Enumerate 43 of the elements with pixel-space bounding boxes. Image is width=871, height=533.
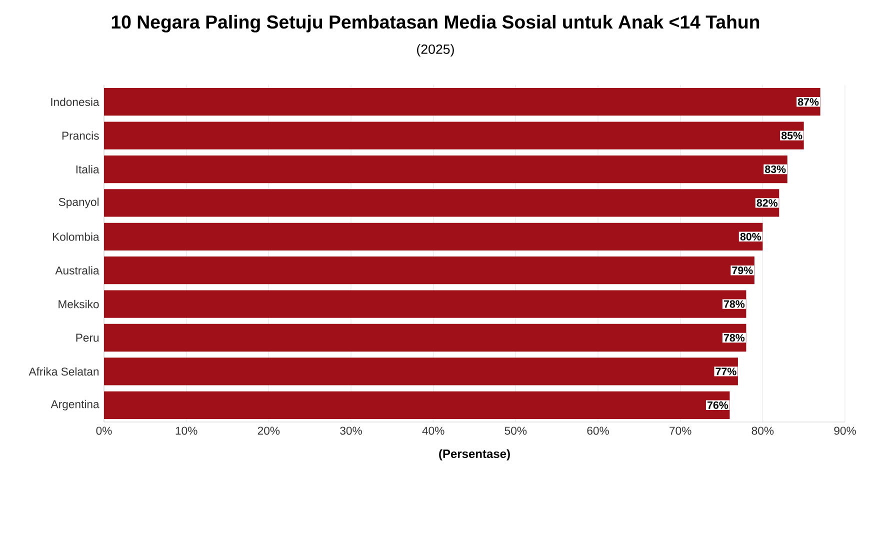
bar <box>104 189 780 217</box>
x-tick-label: 10% <box>176 426 198 435</box>
bar <box>104 122 804 150</box>
x-tick-label: 60% <box>587 426 609 435</box>
data-label: 77% <box>716 368 736 376</box>
x-tick-label: 30% <box>340 426 362 435</box>
x-tick-label: 20% <box>258 426 280 435</box>
data-label: 83% <box>765 165 786 174</box>
bar <box>104 256 754 284</box>
y-tick-label: Spanyol <box>58 198 99 208</box>
data-label: 78% <box>724 334 745 342</box>
data-label: 80% <box>740 232 762 240</box>
y-tick-label: Meksiko <box>58 300 99 308</box>
y-tick-label: Indonesia <box>51 98 100 106</box>
bar <box>104 222 763 250</box>
bar <box>104 358 738 386</box>
x-tick-label: 80% <box>752 426 774 435</box>
x-tick-label: 50% <box>504 426 527 435</box>
bar <box>104 324 746 352</box>
chart-subtitle: (2025) <box>417 44 454 57</box>
data-label: 82% <box>756 199 778 207</box>
data-label: 76% <box>708 401 728 409</box>
data-label: 87% <box>798 98 819 106</box>
bar <box>104 155 788 184</box>
x-tick-label: 90% <box>834 426 856 435</box>
bar <box>104 290 746 318</box>
y-tick-label: Prancis <box>62 131 99 140</box>
x-tick-label: 40% <box>422 426 444 435</box>
data-label: 78% <box>724 300 745 308</box>
bar <box>104 88 820 116</box>
bar <box>104 391 730 419</box>
y-tick-label: Kolombia <box>52 232 100 241</box>
y-tick-label: Australia <box>55 266 100 275</box>
x-tick-label: 0% <box>96 426 112 435</box>
data-label: 79% <box>732 266 753 274</box>
y-tick-label: Italia <box>76 165 100 174</box>
y-tick-label: Afrika Selatan <box>28 367 99 376</box>
x-axis-title: (Persentase) <box>439 449 510 460</box>
chart-title: 10 Negara Paling Setuju Pembatasan Media Sosial untuk Anak <14 Tahun <box>112 14 760 32</box>
data-label: 85% <box>781 132 802 140</box>
x-tick-label: 70% <box>670 426 692 435</box>
y-tick-label: Argentina <box>50 400 100 410</box>
y-tick-label: Peru <box>76 334 99 342</box>
